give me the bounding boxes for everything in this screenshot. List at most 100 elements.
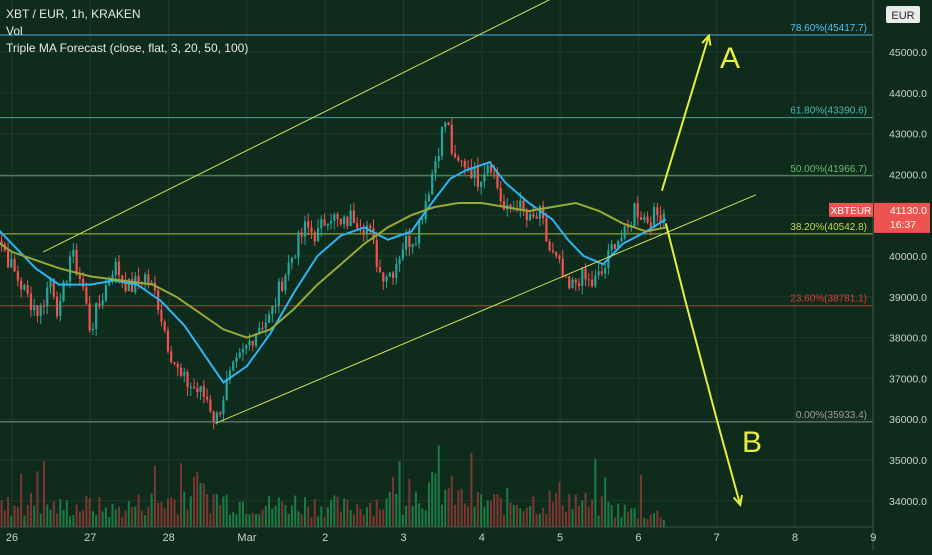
candle-body <box>646 216 649 223</box>
volume-bar <box>3 510 6 527</box>
candle-body <box>62 282 65 301</box>
candle-body <box>577 283 581 286</box>
candle-body <box>613 244 617 249</box>
volume-bar <box>150 493 153 527</box>
candle-body <box>568 276 571 289</box>
volume-bar <box>535 514 538 527</box>
volume-bar <box>16 507 19 527</box>
volume-bar <box>643 517 646 527</box>
candle-body <box>411 244 414 248</box>
candle-body <box>78 274 81 279</box>
volume-bar <box>558 481 561 527</box>
volume-bar <box>271 508 274 527</box>
candle-body <box>313 232 316 242</box>
candle-body <box>600 271 603 274</box>
volume-bar <box>480 494 483 527</box>
candle-body <box>176 363 179 368</box>
volume-bar <box>176 514 179 527</box>
volume-bar <box>10 515 13 527</box>
fib-label: 38.20%(40542.8) <box>790 222 867 233</box>
candle-body <box>502 201 506 210</box>
candle-body <box>427 194 431 202</box>
volume-bar <box>633 508 636 527</box>
forecast-path-b <box>664 223 742 506</box>
price-tags: EUR XBTEUR 41130.0 16:37 <box>829 6 930 233</box>
candle-body <box>42 305 46 307</box>
volume-bar <box>532 496 535 527</box>
volume-label: Vol <box>6 24 23 38</box>
candle-body <box>281 281 284 291</box>
volume-bar <box>264 505 267 527</box>
candle-body <box>440 127 444 156</box>
volume-bar <box>124 510 127 527</box>
volume-bar <box>421 508 424 527</box>
volume-bar <box>307 506 310 527</box>
candle-body <box>186 371 189 387</box>
volume-bar <box>375 499 378 527</box>
volume-bar <box>219 505 222 527</box>
candle-body <box>241 348 245 353</box>
volume-bar <box>538 513 541 527</box>
candle-body <box>235 357 238 363</box>
candle-body <box>33 305 36 310</box>
indicator-label[interactable]: Triple MA Forecast (close, flat, 3, 20, … <box>6 41 249 55</box>
fib-label: 50.00%(41966.7) <box>790 164 867 175</box>
volume-bar <box>59 499 62 527</box>
candle-body <box>0 240 3 245</box>
volume-bar <box>336 496 339 527</box>
volume-bar <box>101 511 104 527</box>
volume-bar <box>405 505 408 527</box>
volume-bar <box>42 460 45 527</box>
volume-bar <box>561 505 564 527</box>
symbol-tag <box>829 202 873 217</box>
time-tick-label: 6 <box>635 532 641 544</box>
volume-bar <box>626 511 629 527</box>
volume-bar <box>516 505 519 527</box>
candle-body <box>522 200 525 211</box>
volume-bar <box>13 505 16 527</box>
volume-bar <box>372 516 375 527</box>
candle-body <box>323 219 326 226</box>
time-tick-label: 5 <box>557 532 563 544</box>
volume-bar <box>294 495 297 527</box>
candle-body <box>72 249 75 257</box>
candle-body <box>267 314 271 323</box>
candle-body <box>535 216 538 219</box>
volume-bar <box>414 491 417 527</box>
volume-bar <box>522 511 525 527</box>
candle-body <box>202 386 205 397</box>
candle-body <box>205 396 209 400</box>
volume-bar <box>193 476 196 527</box>
candle-body <box>558 255 561 259</box>
price-tick-label: 45000.0 <box>889 47 927 59</box>
candle-body <box>401 249 404 259</box>
volume-bar <box>303 497 306 527</box>
volume-bar <box>460 488 463 527</box>
volume-bar <box>121 516 124 527</box>
volume-bar <box>134 506 137 527</box>
arrowhead-icon <box>701 33 712 46</box>
candle-body <box>408 236 411 248</box>
candle-body <box>10 258 13 268</box>
volume-bar <box>529 506 532 527</box>
volume-bar <box>499 497 502 527</box>
volume-bar <box>212 494 215 527</box>
candle-body <box>457 157 460 161</box>
candle-body <box>656 207 659 216</box>
volume-bar <box>29 492 32 527</box>
candle-body <box>95 303 98 329</box>
candle-body <box>261 327 264 329</box>
candle-body <box>486 165 489 174</box>
volume-bar <box>613 517 616 527</box>
candle-body <box>121 275 124 281</box>
channel-upper-line <box>43 0 551 253</box>
time-tick-label: 28 <box>162 532 174 544</box>
candle-body <box>150 282 153 285</box>
candle-body <box>450 124 453 154</box>
volume-bar <box>95 515 98 527</box>
candle-body <box>258 327 261 334</box>
candle-body <box>320 219 323 229</box>
volume-bar <box>574 494 577 527</box>
volume-bar <box>506 488 509 527</box>
